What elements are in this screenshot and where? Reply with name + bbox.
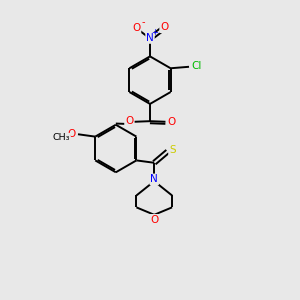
Text: -: -: [142, 17, 145, 28]
Text: O: O: [150, 215, 158, 225]
Text: N: N: [150, 174, 158, 184]
Text: O: O: [132, 23, 140, 33]
Text: N: N: [146, 33, 154, 43]
Text: S: S: [169, 145, 176, 155]
Text: +: +: [151, 28, 158, 37]
Text: O: O: [167, 117, 175, 127]
Text: O: O: [67, 129, 76, 139]
Text: CH₃: CH₃: [53, 133, 70, 142]
Text: Cl: Cl: [191, 61, 202, 71]
Text: O: O: [125, 116, 133, 126]
Text: O: O: [160, 22, 168, 32]
